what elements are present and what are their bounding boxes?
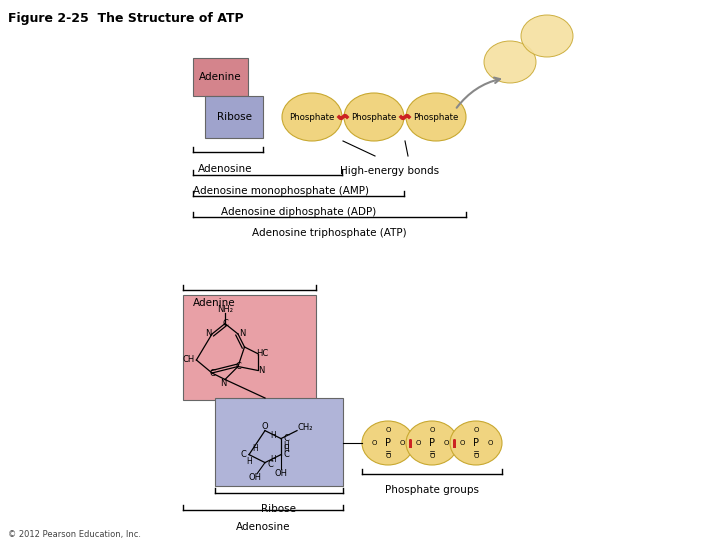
Ellipse shape (450, 421, 502, 465)
Text: Phosphate: Phosphate (289, 112, 335, 122)
Text: O: O (487, 440, 492, 446)
Bar (205, 96, 263, 138)
Ellipse shape (344, 93, 404, 141)
Text: NH₂: NH₂ (217, 305, 233, 314)
Text: N: N (239, 329, 246, 339)
Ellipse shape (406, 421, 458, 465)
Text: C: C (240, 450, 246, 459)
Text: Adenosine diphosphate (ADP): Adenosine diphosphate (ADP) (221, 207, 376, 217)
Text: C: C (209, 368, 215, 377)
Text: O: O (385, 453, 391, 459)
Text: H: H (246, 456, 252, 465)
Text: O: O (385, 427, 391, 433)
Text: © 2012 Pearson Education, Inc.: © 2012 Pearson Education, Inc. (8, 530, 141, 539)
Text: Adenine: Adenine (193, 298, 235, 308)
Text: Adenosine triphosphate (ATP): Adenosine triphosphate (ATP) (252, 228, 407, 238)
Text: Figure 2-25  The Structure of ATP: Figure 2-25 The Structure of ATP (8, 12, 243, 25)
Text: H: H (283, 441, 289, 449)
Text: Phosphate: Phosphate (413, 112, 459, 122)
Text: O: O (429, 453, 435, 459)
Text: C: C (222, 319, 228, 328)
Ellipse shape (484, 41, 536, 83)
Text: P: P (473, 438, 479, 448)
Text: N: N (204, 329, 211, 339)
Text: H: H (283, 446, 289, 454)
Text: O: O (444, 440, 449, 446)
Text: Phosphate: Phosphate (351, 112, 397, 122)
Text: OH: OH (248, 473, 261, 482)
Text: N: N (220, 379, 226, 388)
Text: C: C (267, 460, 273, 469)
Text: Adenosine: Adenosine (198, 164, 253, 174)
Text: CH₂: CH₂ (297, 423, 312, 432)
Text: O: O (415, 440, 420, 446)
Text: H: H (253, 444, 258, 453)
Text: O: O (473, 453, 479, 459)
Ellipse shape (521, 15, 573, 57)
Ellipse shape (406, 93, 466, 141)
Text: Adenine: Adenine (199, 72, 242, 82)
Text: Ribose: Ribose (261, 504, 297, 514)
Ellipse shape (282, 93, 342, 141)
Text: Adenosine monophosphate (AMP): Adenosine monophosphate (AMP) (193, 186, 369, 196)
Text: Adenosine: Adenosine (235, 522, 290, 532)
Text: HC: HC (256, 349, 269, 358)
Text: C: C (235, 362, 241, 371)
Bar (193, 58, 248, 96)
Text: High-energy bonds: High-energy bonds (341, 166, 440, 176)
Text: H: H (270, 431, 276, 440)
Bar (183, 295, 316, 400)
Text: C: C (283, 434, 289, 443)
Text: CH: CH (182, 355, 194, 364)
Ellipse shape (362, 421, 414, 465)
Text: O: O (261, 422, 269, 431)
Text: O: O (473, 427, 479, 433)
Text: P: P (429, 438, 435, 448)
Text: O: O (400, 440, 405, 446)
Text: P: P (385, 438, 391, 448)
Text: O: O (429, 427, 435, 433)
Text: Ribose: Ribose (217, 112, 251, 122)
Bar (215, 398, 343, 486)
Text: N: N (258, 366, 265, 375)
Text: Phosphate groups: Phosphate groups (385, 485, 479, 495)
Text: O: O (372, 440, 377, 446)
Text: H: H (270, 455, 276, 464)
Text: O: O (459, 440, 464, 446)
Text: OH: OH (274, 469, 287, 477)
Text: C: C (283, 450, 289, 459)
